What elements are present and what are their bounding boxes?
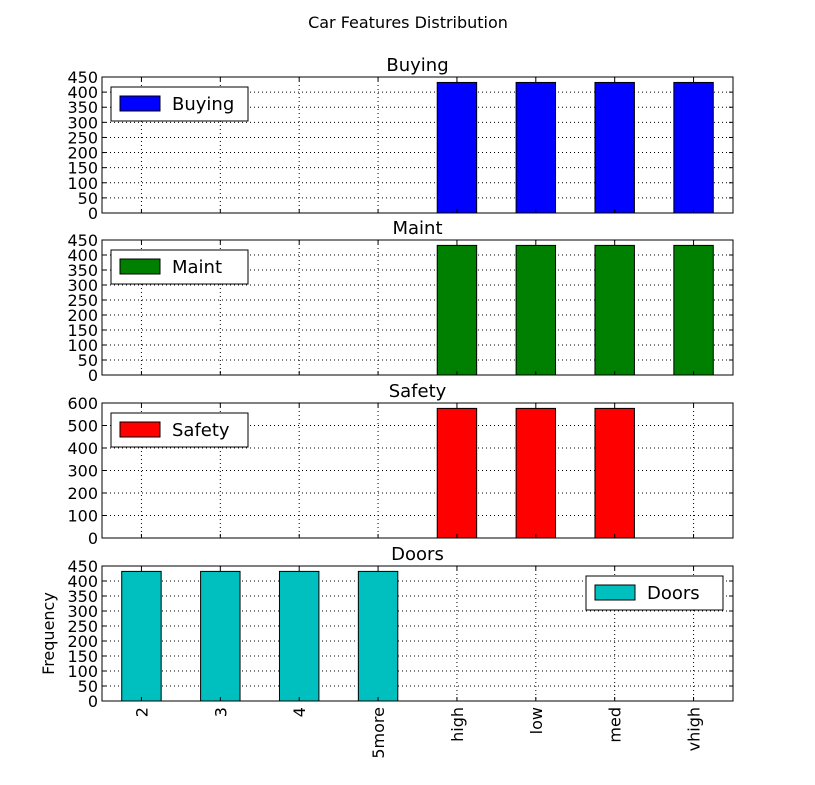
ytick-label: 0 bbox=[88, 529, 98, 548]
ytick-label: 300 bbox=[67, 276, 98, 295]
bar-maint-vhigh bbox=[673, 244, 714, 376]
ytick-label: 350 bbox=[67, 587, 98, 606]
legend-swatch bbox=[594, 584, 636, 601]
ytick-label: 150 bbox=[67, 159, 98, 178]
legend-swatch bbox=[119, 95, 161, 112]
ytick-label: 400 bbox=[67, 246, 98, 265]
axes-frame bbox=[101, 239, 734, 376]
xtick-label: low bbox=[527, 707, 546, 734]
bar-safety-low bbox=[515, 407, 557, 539]
xtick-label: vhigh bbox=[685, 707, 704, 751]
ytick-label: 450 bbox=[67, 231, 98, 250]
ytick-label: 450 bbox=[67, 68, 98, 87]
ytick-label: 50 bbox=[78, 189, 98, 208]
bar-buying-low bbox=[515, 81, 557, 214]
ytick-label: 450 bbox=[67, 557, 98, 576]
bar-safety-high bbox=[436, 407, 478, 539]
subplot-title: Buying bbox=[386, 55, 448, 76]
ytick-label: 250 bbox=[67, 128, 98, 147]
ytick-label: 200 bbox=[67, 484, 98, 503]
ytick-label: 150 bbox=[67, 321, 98, 340]
ytick-label: 200 bbox=[67, 306, 98, 325]
ytick-label: 0 bbox=[88, 692, 98, 711]
y-axis-label: Frequency bbox=[39, 592, 58, 675]
ytick-label: 50 bbox=[78, 351, 98, 370]
legend-swatch bbox=[119, 258, 161, 275]
xtick-label: 5more bbox=[369, 707, 388, 759]
subplot-title: Safety bbox=[389, 381, 447, 402]
bar-buying-med bbox=[594, 81, 635, 214]
ytick-label: 350 bbox=[67, 98, 98, 117]
bar-maint-low bbox=[515, 244, 557, 376]
bar-maint-med bbox=[594, 244, 635, 376]
ytick-label: 300 bbox=[67, 113, 98, 132]
ytick-label: 250 bbox=[67, 291, 98, 310]
bar-doors-4 bbox=[278, 570, 320, 702]
subplot-safety: 0 100 200 300 400 500 600 Safety Safety bbox=[67, 381, 734, 548]
ytick-label: 400 bbox=[67, 572, 98, 591]
bar-doors-2 bbox=[121, 570, 162, 702]
xtick-label: high bbox=[448, 707, 467, 742]
xtick-label: 3 bbox=[211, 707, 230, 717]
xtick-label: 2 bbox=[132, 707, 151, 717]
bar-safety-med bbox=[594, 407, 635, 539]
ytick-label: 150 bbox=[67, 647, 98, 666]
ytick-label: 300 bbox=[67, 602, 98, 621]
legend-label: Buying bbox=[172, 94, 234, 115]
bar-buying-vhigh bbox=[673, 81, 714, 214]
ytick-label: 200 bbox=[67, 632, 98, 651]
ytick-label: 50 bbox=[78, 677, 98, 696]
legend-label: Safety bbox=[172, 420, 230, 441]
ytick-label: 200 bbox=[67, 144, 98, 163]
ytick-label: 500 bbox=[67, 417, 98, 436]
ytick-label: 250 bbox=[67, 617, 98, 636]
ytick-label: 100 bbox=[67, 174, 98, 193]
figure-suptitle: Car Features Distribution bbox=[308, 13, 508, 32]
ytick-label: 300 bbox=[67, 462, 98, 481]
ytick-label: 100 bbox=[67, 662, 98, 681]
legend-label: Doors bbox=[647, 583, 700, 604]
ytick-label: 0 bbox=[88, 204, 98, 223]
ytick-label: 100 bbox=[67, 507, 98, 526]
ytick-label: 350 bbox=[67, 261, 98, 280]
xtick-label: 4 bbox=[290, 707, 309, 717]
axes-frame bbox=[101, 76, 734, 214]
ytick-label: 100 bbox=[67, 336, 98, 355]
subplot-title: Maint bbox=[392, 218, 442, 239]
subplot-title: Doors bbox=[391, 544, 444, 565]
ytick-label: 400 bbox=[67, 83, 98, 102]
ytick-label: 600 bbox=[67, 394, 98, 413]
xtick-label: med bbox=[606, 707, 625, 743]
ytick-label: 400 bbox=[67, 439, 98, 458]
bar-doors-5more bbox=[357, 570, 399, 702]
ytick-label: 0 bbox=[88, 366, 98, 385]
bar-doors-3 bbox=[200, 570, 241, 702]
bar-maint-high bbox=[436, 244, 478, 376]
axes-frame bbox=[101, 565, 734, 702]
legend-swatch bbox=[119, 421, 161, 438]
bar-buying-high bbox=[436, 81, 478, 214]
legend-label: Maint bbox=[172, 257, 222, 278]
